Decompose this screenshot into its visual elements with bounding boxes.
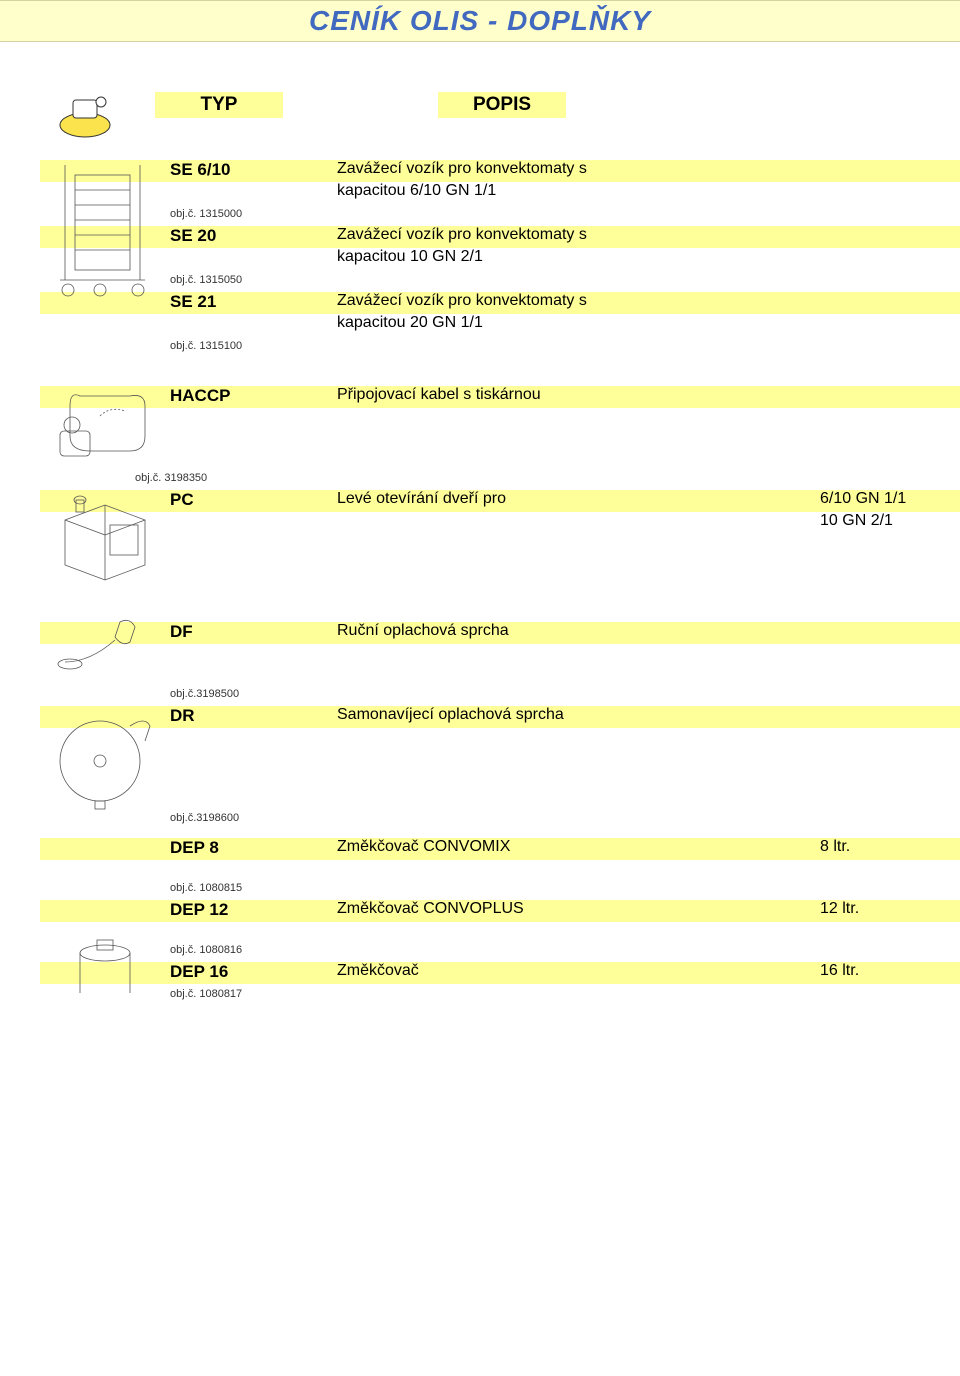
- code-dep12: DEP 12: [170, 900, 228, 919]
- val-pc2: 10 GN 2/1: [820, 512, 960, 534]
- val-dep16: 16 ltr.: [820, 962, 960, 984]
- oven-icon: [40, 485, 170, 590]
- obj-se21: obj.č. 1315100: [170, 340, 242, 352]
- printer-icon: [40, 381, 170, 476]
- val-dep8: 8 ltr.: [820, 838, 960, 860]
- row-dep16-obj: obj.č. 1080817: [40, 984, 960, 1006]
- obj-se610: obj.č. 1315000: [170, 208, 242, 220]
- title-bar: CENÍK OLIS - DOPLŇKY: [0, 0, 960, 42]
- row-se20b: kapacitou 10 GN 2/1: [40, 248, 960, 270]
- desc-se20-1: Zavážecí vozík pro konvektomaty s: [333, 226, 820, 248]
- row-se20-obj: obj.č. 1315050: [40, 270, 960, 292]
- obj-dep12: obj.č. 1080816: [170, 944, 242, 956]
- section-df: DF Ruční oplachová sprcha obj.č.3198500: [40, 622, 960, 706]
- row-se20: SE 20 Zavážecí vozík pro konvektomaty s: [40, 226, 960, 248]
- header-row: TYP POPIS: [0, 92, 960, 148]
- obj-dr: obj.č.3198600: [170, 812, 239, 824]
- row-dep8-obj: obj.č. 1080815: [40, 878, 960, 900]
- desc-se610-2: kapacitou 6/10 GN 1/1: [333, 182, 820, 204]
- desc-se21-1: Zavážecí vozík pro konvektomaty s: [333, 292, 820, 314]
- row-dr: DR Samonavíjecí oplachová sprcha: [40, 706, 960, 728]
- code-haccp: HACCP: [170, 386, 230, 405]
- reel-icon: [40, 706, 170, 821]
- section-se: SE 6/10 Zavážecí vozík pro konvektomaty …: [40, 160, 960, 358]
- code-dep16: DEP 16: [170, 962, 228, 981]
- obj-df: obj.č.3198500: [170, 688, 239, 700]
- obj-dep8: obj.č. 1080815: [170, 882, 242, 894]
- section-dep: DEP 8 Změkčovač CONVOMIX 8 ltr. obj.č. 1…: [40, 838, 960, 1006]
- desc-dep12: Změkčovač CONVOPLUS: [333, 900, 820, 922]
- row-dep16: DEP 16 Změkčovač 16 ltr.: [40, 962, 960, 984]
- desc-df: Ruční oplachová sprcha: [333, 622, 820, 644]
- row-df: DF Ruční oplachová sprcha: [40, 622, 960, 644]
- row-pc: PC Levé otevírání dveří pro 6/10 GN 1/1: [40, 490, 960, 512]
- desc-se21-2: kapacitou 20 GN 1/1: [333, 314, 820, 336]
- desc-dep16: Změkčovač: [333, 962, 820, 984]
- page: CENÍK OLIS - DOPLŇKY TYP POPIS: [0, 0, 960, 1006]
- code-se21: SE 21: [170, 292, 216, 311]
- content: SE 6/10 Zavážecí vozík pro konvektomaty …: [0, 160, 960, 1006]
- section-pc: PC Levé otevírání dveří pro 6/10 GN 1/1 …: [40, 490, 960, 594]
- row-dep12: DEP 12 Změkčovač CONVOPLUS 12 ltr.: [40, 900, 960, 922]
- desc-dr: Samonavíjecí oplachová sprcha: [333, 706, 820, 728]
- obj-dep16: obj.č. 1080817: [170, 988, 242, 1000]
- row-se21-obj: obj.č. 1315100: [40, 336, 960, 358]
- section-haccp: HACCP Připojovací kabel s tiskárnou obj.…: [40, 386, 960, 490]
- row-se610-obj: obj.č. 1315000: [40, 204, 960, 226]
- code-se20: SE 20: [170, 226, 216, 245]
- header-popis: POPIS: [438, 92, 566, 118]
- row-dr-obj: obj.č.3198600: [40, 808, 960, 830]
- row-haccp: HACCP Připojovací kabel s tiskárnou: [40, 386, 960, 408]
- code-dr: DR: [170, 706, 195, 725]
- row-se21: SE 21 Zavážecí vozík pro konvektomaty s: [40, 292, 960, 314]
- row-se21b: kapacitou 20 GN 1/1: [40, 314, 960, 336]
- cart-icon: [40, 160, 170, 315]
- code-pc: PC: [170, 490, 194, 509]
- desc-haccp: Připojovací kabel s tiskárnou: [333, 386, 820, 408]
- desc-se610-1: Zavážecí vozík pro konvektomaty s: [333, 160, 820, 182]
- obj-se20: obj.č. 1315050: [170, 274, 242, 286]
- row-pc2: 10 GN 2/1: [40, 512, 960, 534]
- code-df: DF: [170, 622, 193, 641]
- code-dep8: DEP 8: [170, 838, 219, 857]
- section-dr: DR Samonavíjecí oplachová sprcha obj.č.3…: [40, 706, 960, 830]
- row-dep8: DEP 8 Změkčovač CONVOMIX 8 ltr.: [40, 838, 960, 860]
- row-se610b: kapacitou 6/10 GN 1/1: [40, 182, 960, 204]
- row-haccp-obj: obj.č. 3198350: [40, 468, 960, 490]
- code-se610: SE 6/10: [170, 160, 231, 179]
- desc-dep8: Změkčovač CONVOMIX: [333, 838, 820, 860]
- desc-pc: Levé otevírání dveří pro: [333, 490, 820, 512]
- sprayer-icon: [40, 612, 170, 687]
- val-dep12: 12 ltr.: [820, 900, 960, 922]
- header-typ: TYP: [155, 92, 283, 118]
- softener-icon: [40, 938, 170, 1003]
- row-dep12-obj: obj.č. 1080816: [40, 940, 960, 962]
- row-se610: SE 6/10 Zavážecí vozík pro konvektomaty …: [40, 160, 960, 182]
- desc-se20-2: kapacitou 10 GN 2/1: [333, 248, 820, 270]
- val-pc1: 6/10 GN 1/1: [820, 490, 960, 512]
- page-title: CENÍK OLIS - DOPLŇKY: [309, 5, 651, 37]
- row-df-obj: obj.č.3198500: [40, 684, 960, 706]
